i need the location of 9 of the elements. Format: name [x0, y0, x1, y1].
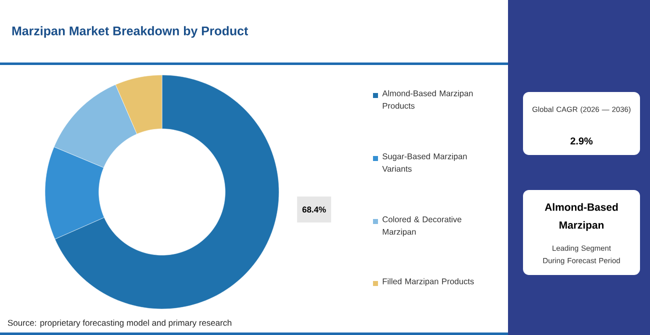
legend-label: Almond-Based Marzipan Products: [382, 90, 473, 109]
data-label: 68.4%: [302, 206, 326, 213]
legend-label: Filled Marzipan Products: [382, 278, 474, 286]
legend-label: Colored & Decorative Marzipan: [382, 216, 462, 236]
legend-label: Sugar-Based Marzipan Variants: [382, 153, 467, 172]
chart-title: Marzipan Market Breakdown by Product: [12, 26, 248, 38]
text: Almond-Based Marzipan: [544, 203, 618, 231]
text: 2.9%: [570, 137, 593, 145]
source-note: Source: proprietary forecasting model and primary research: [8, 320, 232, 328]
